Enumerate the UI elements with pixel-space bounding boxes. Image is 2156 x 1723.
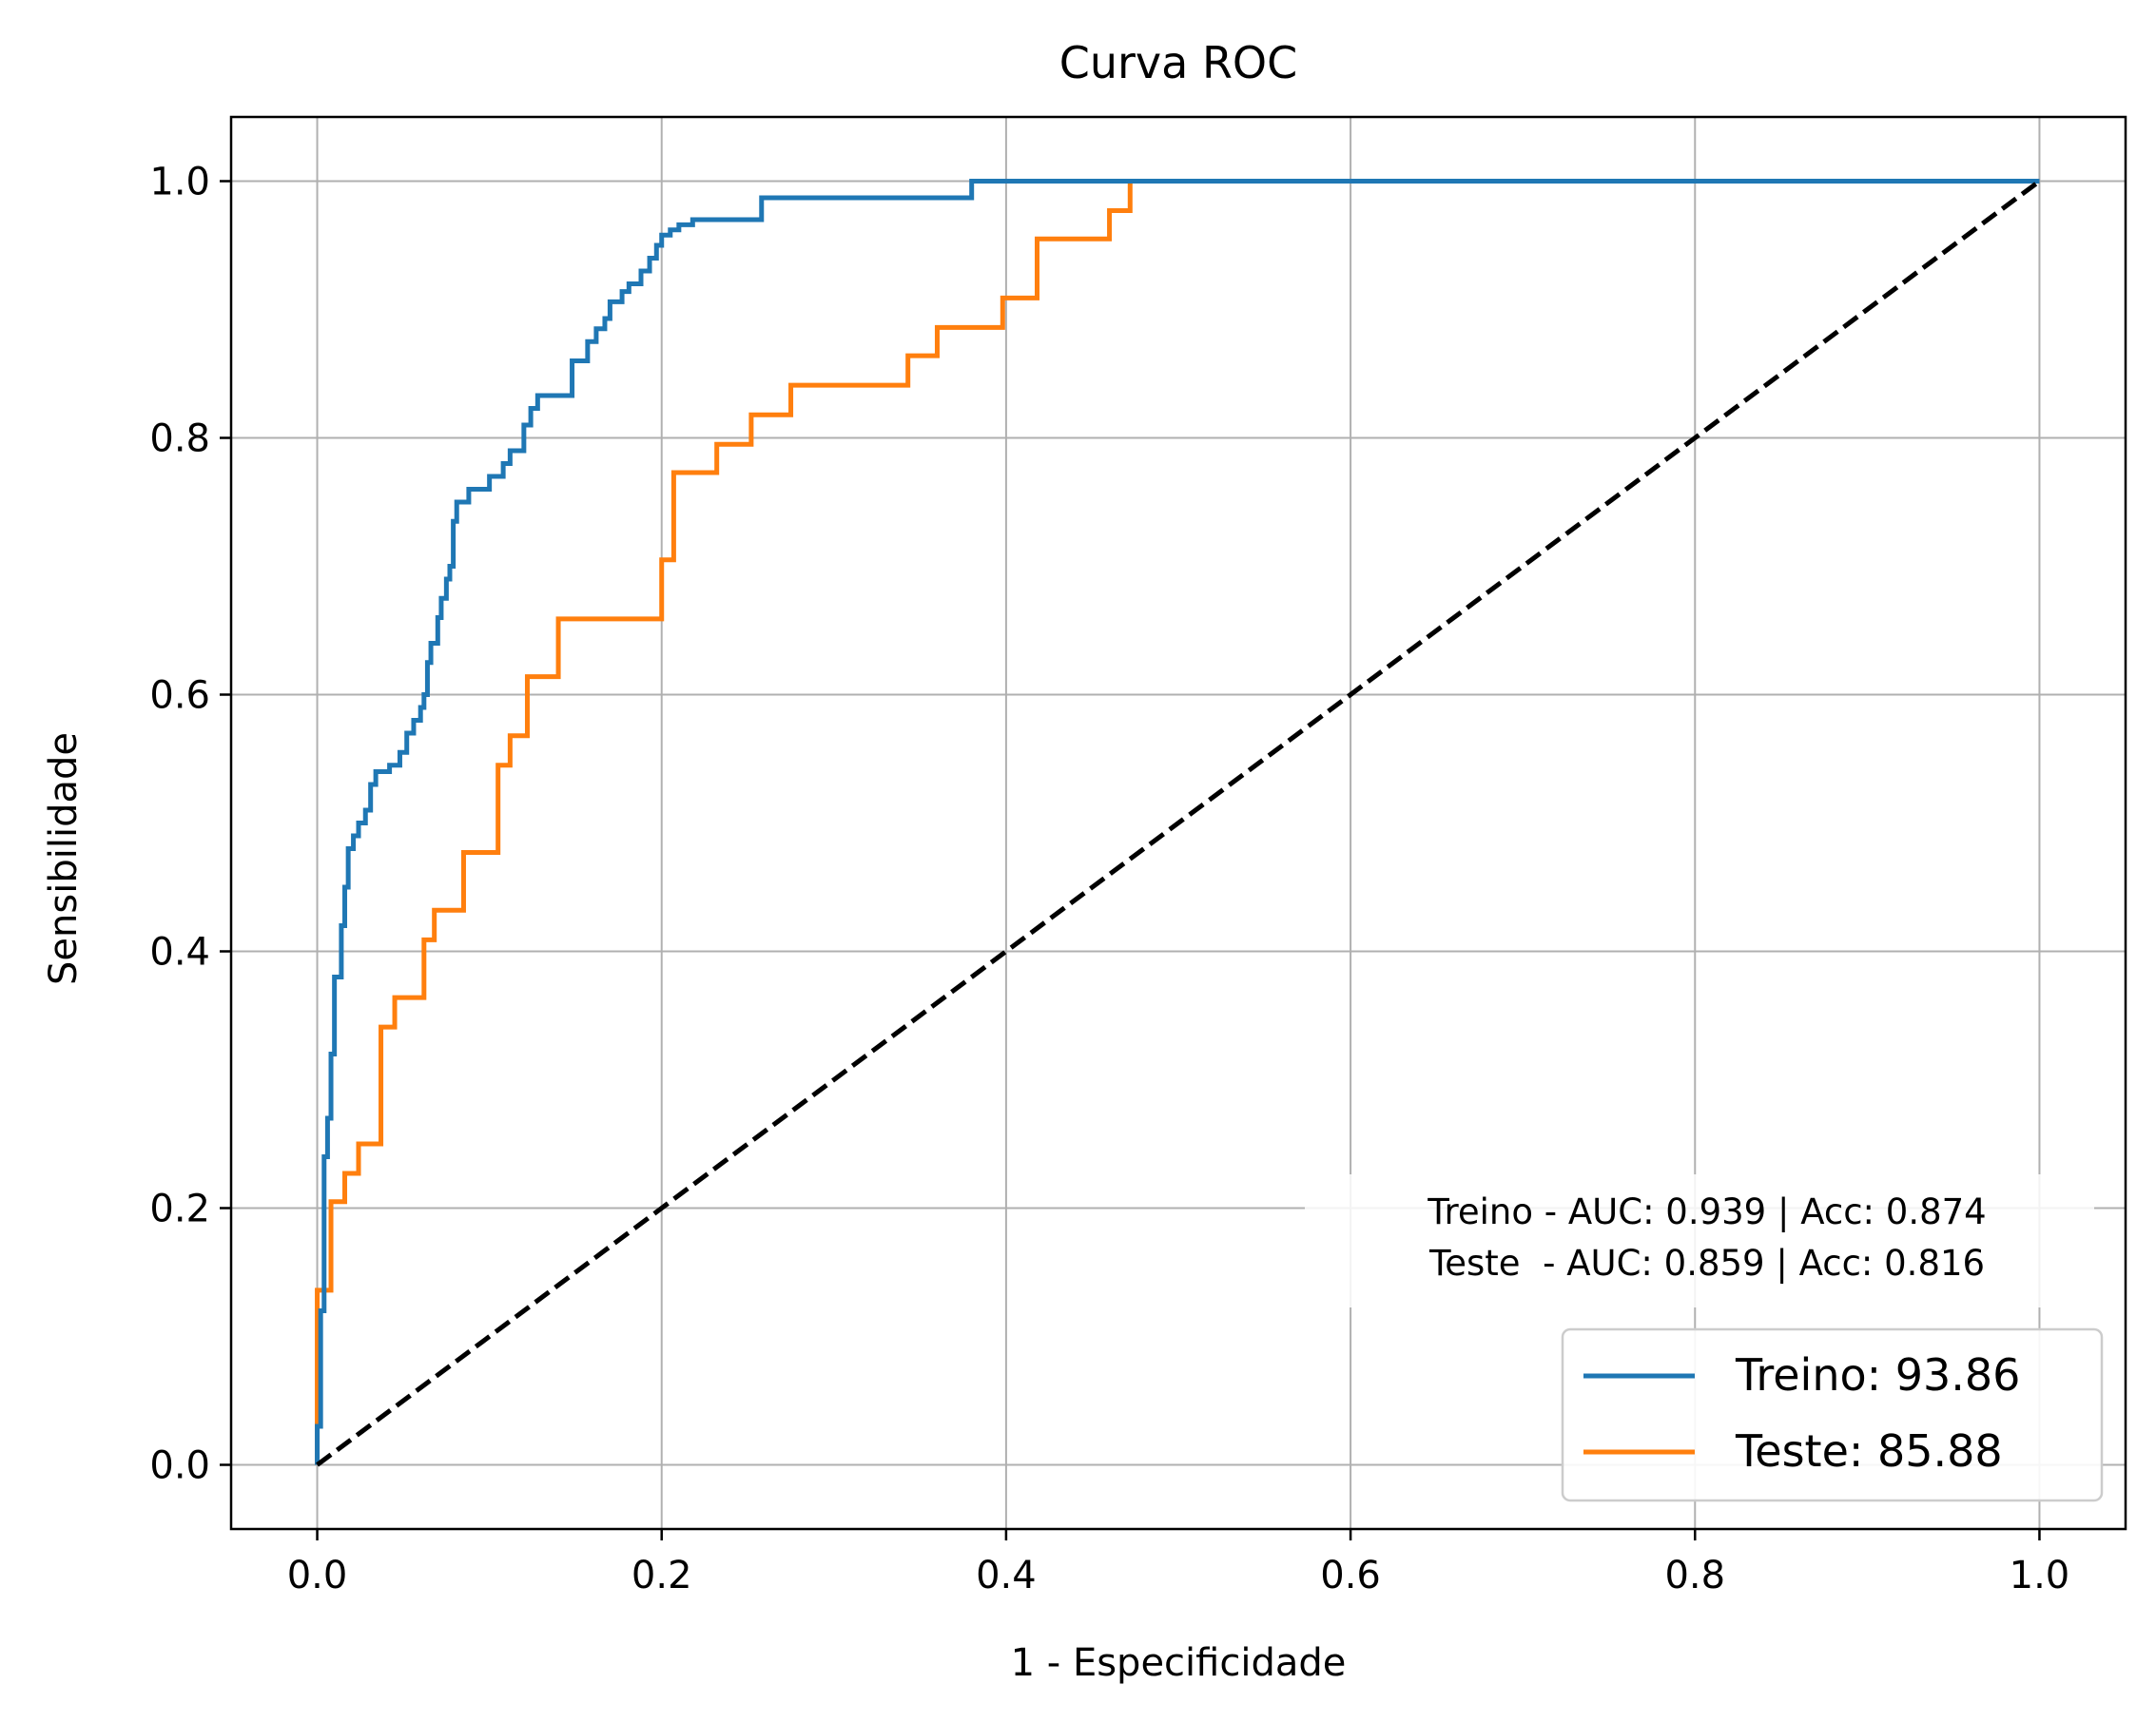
- roc-line-test: [315, 179, 2040, 1465]
- roc-line-train: [315, 179, 2040, 1465]
- x-tick-label: 0.2: [631, 1554, 692, 1597]
- x-tick-label: 0.4: [976, 1554, 1037, 1597]
- plot-lines: [315, 179, 2041, 1467]
- y-tick-label: 1.0: [149, 161, 210, 204]
- x-tick-label: 0.6: [1320, 1554, 1381, 1597]
- chart-title: Curva ROC: [1059, 37, 1298, 88]
- x-axis-label: 1 - Especificidade: [1011, 1641, 1347, 1685]
- x-tick-label: 1.0: [2010, 1554, 2070, 1597]
- legend-label-test: Teste: 85.88: [1735, 1425, 2003, 1477]
- ticks: 0.0 0.2 0.4 0.6 0.8 1.0 0.0 0.2 0.4 0.6 0.8 1.0: [149, 161, 2069, 1598]
- legend-box: [1561, 1327, 2104, 1502]
- annotation-background: [1305, 1174, 2094, 1307]
- metrics-annotation: Treino - AUC: 0.939 | Acc: 0.874 Teste -…: [1305, 1174, 2094, 1307]
- legend: Treino: 93.86 Teste: 85.88: [1561, 1327, 2104, 1502]
- chance-diagonal-line: [316, 179, 2041, 1467]
- grid-lines: [231, 117, 2126, 1529]
- annotation-line-train: Treino - AUC: 0.939 | Acc: 0.874: [1427, 1191, 1986, 1232]
- x-tick-label: 0.8: [1664, 1554, 1725, 1597]
- y-tick-label: 0.0: [149, 1444, 210, 1488]
- y-tick-label: 0.8: [149, 417, 210, 461]
- y-tick-label: 0.2: [149, 1188, 210, 1231]
- y-axis-label: Sensibilidade: [42, 732, 86, 985]
- annotation-line-test: Teste - AUC: 0.859 | Acc: 0.816: [1428, 1243, 1985, 1284]
- x-tick-label: 0.0: [287, 1554, 348, 1597]
- y-tick-label: 0.6: [149, 674, 210, 718]
- axes-frame: [229, 115, 2127, 1531]
- legend-label-train: Treino: 93.86: [1735, 1349, 2020, 1401]
- y-tick-label: 0.4: [149, 931, 210, 975]
